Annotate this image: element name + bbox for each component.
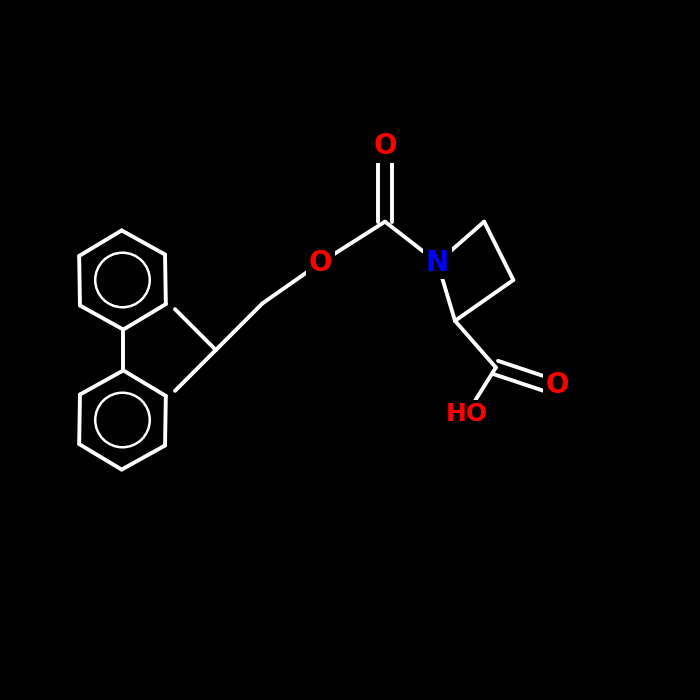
Text: O: O xyxy=(373,132,397,160)
Text: O: O xyxy=(309,248,332,276)
Text: O: O xyxy=(545,371,569,399)
Text: N: N xyxy=(426,248,449,276)
Text: HO: HO xyxy=(446,402,488,426)
